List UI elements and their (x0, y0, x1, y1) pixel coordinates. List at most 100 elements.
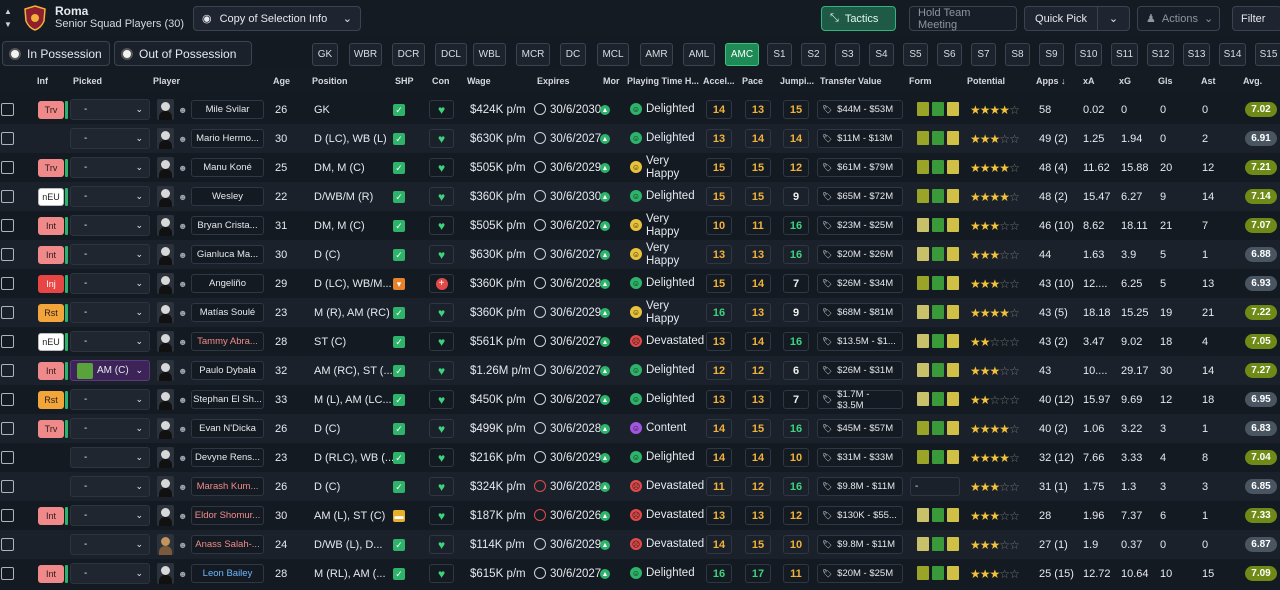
position-chip-dcr[interactable]: DCR (392, 43, 425, 66)
row-checkbox[interactable] (1, 364, 14, 377)
col-potential[interactable]: Potential (967, 76, 1006, 86)
status-badge[interactable]: Inj (38, 275, 64, 293)
copy-selection-dropdown[interactable]: ◉ Copy of Selection Info ⌄ (193, 6, 361, 31)
status-badge[interactable]: nEU (38, 333, 64, 351)
table-row[interactable]: Int AM (C) ⌄ ☻ Paulo Dybala 32 AM (RC), ST (..… (0, 356, 1280, 385)
player-name[interactable]: Paulo Dybala (191, 361, 264, 380)
player-name[interactable]: Gianluca Ma... (191, 245, 264, 264)
transfer-value[interactable]: 🏷 $130K - $55... (817, 506, 903, 525)
position-chip-s8[interactable]: S8 (1005, 43, 1030, 66)
player-name[interactable]: Manu Koné (191, 158, 264, 177)
row-checkbox[interactable] (1, 451, 14, 464)
col-age[interactable]: Age (273, 76, 291, 86)
status-badge[interactable]: Int (38, 362, 64, 380)
picked-select[interactable]: - ⌄ (70, 389, 150, 410)
position-chip-s3[interactable]: S3 (835, 43, 860, 66)
in-possession-tab[interactable]: In Possession (2, 41, 110, 66)
position-chip-mcr[interactable]: MCR (516, 43, 550, 66)
transfer-value[interactable]: 🏷 $23M - $25M (817, 216, 903, 235)
transfer-value[interactable]: 🏷 $68M - $81M (817, 303, 903, 322)
player-name[interactable]: Eldor Shomur... (191, 506, 264, 525)
col-apps[interactable]: Apps ↓ (1036, 76, 1066, 86)
row-checkbox[interactable] (1, 190, 14, 203)
row-checkbox[interactable] (1, 480, 14, 493)
transfer-value[interactable]: 🏷 $31M - $33M (817, 448, 903, 467)
position-chip-s6[interactable]: S6 (937, 43, 962, 66)
quick-pick-button[interactable]: Quick Pick ⌄ (1024, 6, 1130, 31)
col-jumping[interactable]: Jumpi... (780, 76, 815, 86)
col-shp[interactable]: SHP (395, 76, 414, 86)
table-row[interactable]: nEU - ⌄ ☻ Tammy Abra... 28 ST (C) ✓ ♥ $561K p/m 30… (0, 327, 1280, 356)
table-row[interactable]: Trv - ⌄ ☻ Evan N'Dicka 26 D (C) ✓ ♥ $499K p/m 30/6… (0, 414, 1280, 443)
out-of-possession-tab[interactable]: Out of Possession (114, 41, 252, 66)
row-checkbox[interactable] (1, 248, 14, 261)
tactics-button[interactable]: ⤡ Tactics (821, 6, 896, 31)
table-row[interactable]: Trv - ⌄ ☻ Manu Koné 25 DM, M (C) ✓ ♥ $505K p/m 30/… (0, 153, 1280, 182)
col-form[interactable]: Form (909, 76, 932, 86)
table-row[interactable]: Int - ⌄ ☻ Bryan Crista... 31 DM, M (C) ✓ ♥ $505K … (0, 211, 1280, 240)
player-name[interactable]: Bryan Crista... (191, 216, 264, 235)
row-checkbox[interactable] (1, 161, 14, 174)
filter-button[interactable]: Filter (1232, 6, 1280, 31)
col-gls[interactable]: Gls (1158, 76, 1173, 86)
position-chip-s5[interactable]: S5 (903, 43, 928, 66)
chevron-up-icon[interactable]: ▲ (4, 7, 12, 16)
col-player[interactable]: Player (153, 76, 181, 86)
transfer-value[interactable]: 🏷 $61M - $79M (817, 158, 903, 177)
transfer-value[interactable]: 🏷 $26M - $31M (817, 361, 903, 380)
player-name[interactable]: Anass Salah-... (191, 535, 264, 554)
row-checkbox[interactable] (1, 567, 14, 580)
picked-select[interactable]: - ⌄ (70, 563, 150, 584)
picked-select[interactable]: - ⌄ (70, 418, 150, 439)
transfer-value[interactable]: 🏷 $26M - $34M (817, 274, 903, 293)
col-position[interactable]: Position (312, 76, 348, 86)
status-badge[interactable]: Int (38, 217, 64, 235)
player-name[interactable]: Devyne Rens... (191, 448, 264, 467)
position-chip-s11[interactable]: S11 (1111, 43, 1138, 66)
picked-select[interactable]: - ⌄ (70, 244, 150, 265)
transfer-value[interactable]: 🏷 $9.8M - $11M (817, 477, 903, 496)
col-pace[interactable]: Pace (742, 76, 764, 86)
table-row[interactable]: Trv - ⌄ ☻ Mile Svilar 26 GK ✓ ♥ $424K p/m 30/6/203… (0, 95, 1280, 124)
table-row[interactable]: - ⌄ ☻ Anass Salah-... 24 D/WB (L), D... ✓ ♥ $114… (0, 530, 1280, 559)
position-chip-s7[interactable]: S7 (971, 43, 996, 66)
picked-select[interactable]: - ⌄ (70, 157, 150, 178)
player-name[interactable]: Stephan El Sh... (191, 390, 264, 409)
table-row[interactable]: Int - ⌄ ☻ Gianluca Ma... 30 D (C) ✓ ♥ $630K p/m 30… (0, 240, 1280, 269)
status-badge[interactable]: Trv (38, 101, 64, 119)
player-name[interactable]: Angeliño (191, 274, 264, 293)
position-chip-wbr[interactable]: WBR (349, 43, 382, 66)
table-row[interactable]: - ⌄ ☻ Marash Kum... 26 D (C) ✓ ♥ $324K p/m 30/6/2… (0, 472, 1280, 501)
col-picked[interactable]: Picked (73, 76, 103, 86)
position-chip-dc[interactable]: DC (560, 43, 586, 66)
row-checkbox[interactable] (1, 306, 14, 319)
chevron-down-icon[interactable]: ⌄ (1097, 7, 1129, 30)
position-chip-wbl[interactable]: WBL (473, 43, 506, 66)
row-checkbox[interactable] (1, 509, 14, 522)
row-checkbox[interactable] (1, 103, 14, 116)
position-chip-aml[interactable]: AML (683, 43, 715, 66)
col-expires[interactable]: Expires (537, 76, 570, 86)
position-chip-s13[interactable]: S13 (1183, 43, 1210, 66)
row-checkbox[interactable] (1, 219, 14, 232)
table-row[interactable]: - ⌄ ☻ Mario Hermo... 30 D (LC), WB (L) ✓ ♥ $630K… (0, 124, 1280, 153)
transfer-value[interactable]: 🏷 $45M - $57M (817, 419, 903, 438)
row-checkbox[interactable] (1, 277, 14, 290)
row-checkbox[interactable] (1, 422, 14, 435)
status-badge[interactable]: Rst (38, 304, 64, 322)
player-name[interactable]: Marash Kum... (191, 477, 264, 496)
transfer-value[interactable]: 🏷 $44M - $53M (817, 100, 903, 119)
status-badge[interactable]: Rst (38, 391, 64, 409)
table-row[interactable]: Rst - ⌄ ☻ Matías Soulé 23 M (R), AM (RC) ✓ ♥ $360… (0, 298, 1280, 327)
col-inf[interactable]: Inf (37, 76, 48, 86)
position-chip-amc[interactable]: AMC (725, 43, 759, 66)
player-name[interactable]: Leon Bailey (191, 564, 264, 583)
picked-select[interactable]: - ⌄ (70, 273, 150, 294)
player-name[interactable]: Mile Svilar (191, 100, 264, 119)
picked-select[interactable]: - ⌄ (70, 331, 150, 352)
row-checkbox[interactable] (1, 132, 14, 145)
picked-select[interactable]: - ⌄ (70, 215, 150, 236)
actions-dropdown[interactable]: ♟ Actions ⌄ (1137, 6, 1220, 31)
col-transfer-value[interactable]: Transfer Value (820, 76, 882, 86)
player-name[interactable]: Tammy Abra... (191, 332, 264, 351)
